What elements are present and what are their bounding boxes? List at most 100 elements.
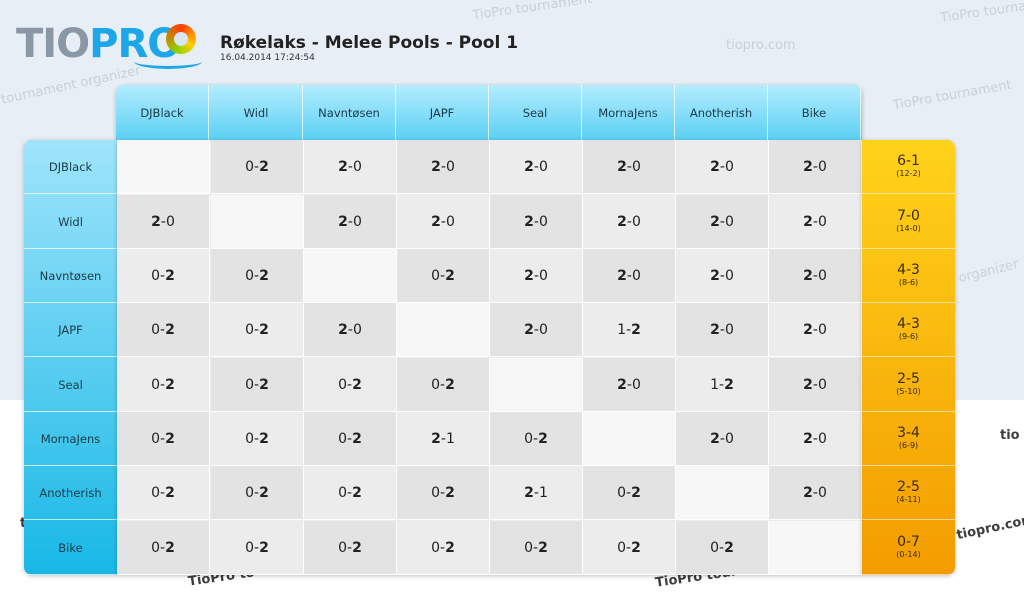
player-total: 7-0 (14-0)	[862, 195, 955, 249]
result-cell[interactable]: 2-0	[583, 249, 676, 303]
column-header-player[interactable]: Bike	[768, 85, 861, 140]
result-cell[interactable]: 0-2	[211, 303, 304, 357]
result-cell[interactable]: 0-2	[397, 466, 490, 520]
result-cell[interactable]: 2-1	[490, 466, 583, 520]
page-title: Røkelaks - Melee Pools - Pool 1	[220, 33, 519, 53]
result-cell[interactable]: 0-2	[211, 412, 304, 466]
result-cell[interactable]: 0-2	[304, 466, 397, 520]
result-cell-empty	[583, 412, 676, 466]
result-cell[interactable]: 2-0	[490, 195, 583, 249]
result-cell[interactable]: 1-2	[676, 358, 769, 412]
total-games: (12-2)	[896, 169, 921, 178]
logo-swoosh-icon	[134, 54, 202, 69]
result-cell[interactable]: 2-0	[397, 195, 490, 249]
result-cell[interactable]: 0-2	[211, 249, 304, 303]
result-cell[interactable]: 0-2	[117, 466, 210, 520]
result-cell-empty	[211, 195, 304, 249]
result-cell[interactable]: 2-0	[304, 195, 397, 249]
result-cell[interactable]: 2-0	[769, 412, 862, 466]
result-cell[interactable]: 2-0	[583, 195, 676, 249]
row-header-player[interactable]: MornaJens	[24, 412, 117, 466]
result-cell[interactable]: 2-0	[583, 358, 676, 412]
result-cell[interactable]: 0-2	[583, 521, 676, 575]
result-cell[interactable]: 2-0	[676, 249, 769, 303]
result-cell[interactable]: 2-0	[769, 249, 862, 303]
result-cell[interactable]: 2-0	[769, 303, 862, 357]
result-cell[interactable]: 0-2	[490, 412, 583, 466]
column-header-player[interactable]: Widl	[210, 85, 303, 140]
result-cell[interactable]: 1-2	[583, 303, 676, 357]
result-cell[interactable]: 2-0	[490, 303, 583, 357]
result-cell[interactable]: 0-2	[304, 521, 397, 575]
total-games: (14-0)	[896, 224, 921, 233]
result-cell[interactable]: 0-2	[211, 140, 304, 194]
result-cell[interactable]: 0-2	[117, 358, 210, 412]
result-cell[interactable]: 0-2	[490, 521, 583, 575]
result-cell[interactable]: 0-2	[304, 412, 397, 466]
result-cell[interactable]: 0-2	[117, 521, 210, 575]
row-header-player[interactable]: JAPF	[24, 303, 117, 357]
total-record: 4-3	[897, 262, 920, 278]
total-games: (5-10)	[896, 387, 921, 396]
result-cell[interactable]: 2-0	[676, 412, 769, 466]
total-record: 4-3	[897, 316, 920, 332]
result-cell[interactable]: 2-0	[583, 140, 676, 194]
result-cell[interactable]: 0-2	[397, 521, 490, 575]
logo-tio: TIO	[16, 21, 90, 67]
watermark-text: TioPro tournament	[891, 77, 1013, 114]
watermark-text: t	[20, 516, 26, 531]
result-cell[interactable]: 0-2	[211, 466, 304, 520]
result-cell[interactable]: 0-2	[397, 358, 490, 412]
row-header-player[interactable]: Seal	[24, 358, 117, 412]
column-header-player[interactable]: JAPF	[396, 85, 489, 140]
result-cell[interactable]: 0-2	[117, 412, 210, 466]
row-header-player[interactable]: Bike	[24, 521, 117, 575]
row-header-player[interactable]: Navntøsen	[24, 249, 117, 303]
row-header-player[interactable]: Anotherish	[24, 466, 117, 520]
watermark-text: TioPro tournament	[471, 0, 593, 24]
player-total: 4-3 (8-6)	[862, 249, 955, 303]
result-cell[interactable]: 2-0	[490, 249, 583, 303]
result-cell[interactable]: 2-0	[490, 140, 583, 194]
row-headers: DJBlack Widl Navntøsen JAPF Seal MornaJens Ano…	[24, 140, 117, 575]
result-cell-empty	[397, 303, 490, 357]
row-header-player[interactable]: DJBlack	[24, 140, 117, 194]
result-cell-empty	[490, 358, 583, 412]
result-cell[interactable]: 2-0	[304, 140, 397, 194]
watermark-text: tiopro.com	[955, 511, 1024, 544]
column-header-player[interactable]: Anotherish	[675, 85, 768, 140]
result-cell-empty	[117, 140, 210, 194]
result-cell[interactable]: 2-0	[304, 303, 397, 357]
result-cell[interactable]: 2-0	[769, 140, 862, 194]
column-header-player[interactable]: Seal	[489, 85, 582, 140]
result-cell[interactable]: 2-0	[769, 195, 862, 249]
result-cell[interactable]: 0-2	[117, 249, 210, 303]
page-timestamp: 16.04.2014 17:24:54	[220, 53, 315, 63]
column-header-player[interactable]: Navntøsen	[303, 85, 396, 140]
column-header-player[interactable]: DJBlack	[116, 85, 209, 140]
result-cell[interactable]: 0-2	[211, 358, 304, 412]
result-cell[interactable]: 0-2	[117, 303, 210, 357]
column-headers: DJBlack Widl Navntøsen JAPF Seal MornaJens Ano…	[116, 85, 862, 140]
result-cell[interactable]: 0-2	[676, 521, 769, 575]
player-total: 4-3 (9-6)	[862, 303, 955, 357]
result-cell[interactable]: 2-0	[676, 303, 769, 357]
result-cell[interactable]: 2-0	[676, 195, 769, 249]
total-games: (8-6)	[898, 278, 919, 287]
logo-disc-icon	[166, 24, 196, 54]
result-cell[interactable]: 2-0	[117, 195, 210, 249]
result-cell[interactable]: 0-2	[304, 358, 397, 412]
watermark-text: tio	[1000, 428, 1020, 443]
watermark-text: tiopro.com	[726, 38, 796, 53]
result-cell[interactable]: 2-0	[769, 466, 862, 520]
result-cell[interactable]: 0-2	[583, 466, 676, 520]
column-header-player[interactable]: MornaJens	[582, 85, 675, 140]
result-cell[interactable]: 2-0	[769, 358, 862, 412]
result-cell[interactable]: 2-0	[397, 140, 490, 194]
result-cell[interactable]: 0-2	[211, 521, 304, 575]
row-header-player[interactable]: Widl	[24, 195, 117, 249]
result-cell[interactable]: 2-0	[676, 140, 769, 194]
result-cell[interactable]: 2-1	[397, 412, 490, 466]
result-cell[interactable]: 0-2	[397, 249, 490, 303]
tiopro-logo[interactable]: TIOPRO	[16, 18, 202, 69]
